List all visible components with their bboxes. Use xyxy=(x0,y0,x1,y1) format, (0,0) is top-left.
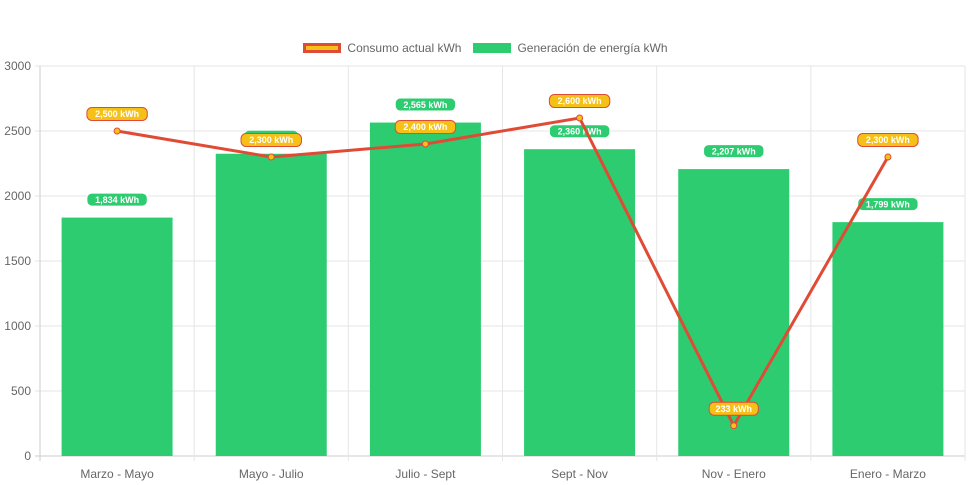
legend-item-consumo[interactable]: Consumo actual kWh xyxy=(303,41,461,55)
data-label-generacion: 2,565 kWh xyxy=(403,100,447,110)
bar-generacion xyxy=(369,122,481,457)
data-label-generacion-badge xyxy=(394,97,457,112)
y-tick-label: 2000 xyxy=(4,189,31,203)
x-tick-label: Sept - Nov xyxy=(551,467,608,481)
data-label-generacion: 1,834 kWh xyxy=(95,195,139,205)
chart-legend: Consumo actual kWh Generación de energía… xyxy=(0,41,971,55)
legend-swatch-consumo xyxy=(303,43,342,53)
data-label-generacion-badge xyxy=(86,192,148,207)
legend-label-consumo: Consumo actual kWh xyxy=(347,41,462,55)
y-tick-label: 2500 xyxy=(4,124,31,138)
point-consumo xyxy=(421,140,429,148)
data-label-consumo: 2,500 kWh xyxy=(95,109,139,119)
data-label-generacion: 2,360 kWh xyxy=(558,126,602,136)
y-tick-label: 1000 xyxy=(4,319,31,333)
x-tick-label: Enero - Marzo xyxy=(850,467,926,481)
line-consumo xyxy=(116,116,890,429)
data-label-generacion-badge xyxy=(548,124,611,139)
data-label-consumo-badge xyxy=(548,94,611,108)
y-tick-label: 3000 xyxy=(4,59,31,73)
data-label-consumo-badge xyxy=(240,133,302,147)
y-tick-label: 1500 xyxy=(4,254,31,268)
data-label-consumo: 2,300 kWh xyxy=(866,135,910,145)
y-tick-label: 500 xyxy=(11,384,31,398)
bar-generacion xyxy=(61,217,173,456)
data-label-consumo: 2,600 kWh xyxy=(558,96,602,106)
data-label-consumo: 2,400 kWh xyxy=(403,122,447,132)
data-label-generacion: 2,207 kWh xyxy=(712,146,756,156)
data-label-consumo-badge xyxy=(708,401,759,416)
data-label-consumo: 233 kWh xyxy=(715,404,752,414)
y-tick-label: 0 xyxy=(24,449,31,463)
data-label-generacion: 1,799 kWh xyxy=(866,199,910,209)
point-consumo xyxy=(576,114,584,122)
legend-item-generacion[interactable]: Generación de energía kWh xyxy=(473,41,668,55)
data-label-consumo-badge xyxy=(394,120,457,134)
bar-generacion xyxy=(524,149,636,456)
data-label-consumo: 2,300 kWh xyxy=(249,135,293,145)
point-consumo xyxy=(730,422,738,430)
x-tick-label: Nov - Enero xyxy=(702,467,766,481)
x-tick-label: Mayo - Julio xyxy=(239,467,304,481)
data-label-generacion-badge xyxy=(703,144,765,159)
point-consumo xyxy=(267,153,275,161)
x-tick-label: Julio - Sept xyxy=(395,467,456,481)
data-label-consumo-badge xyxy=(857,133,919,147)
legend-swatch-generacion xyxy=(473,43,512,53)
bar-generacion xyxy=(832,222,944,456)
data-label-generacion-badge xyxy=(857,197,919,212)
legend-label-generacion: Generación de energía kWh xyxy=(517,41,668,55)
bar-generacion xyxy=(215,153,327,456)
x-tick-label: Marzo - Mayo xyxy=(80,467,154,481)
point-consumo xyxy=(884,153,892,161)
data-label-consumo-badge xyxy=(86,107,148,121)
point-consumo xyxy=(113,127,121,135)
